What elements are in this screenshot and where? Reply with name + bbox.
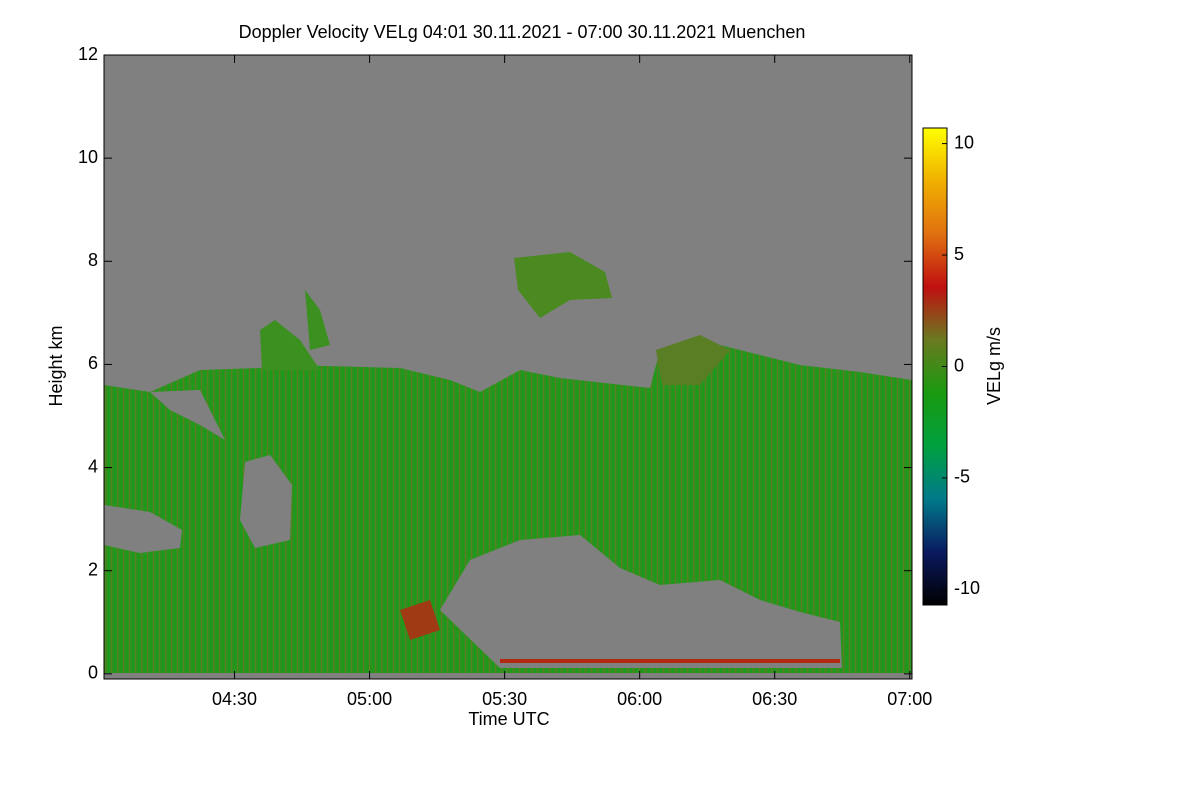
y-tick-label: 4 xyxy=(88,456,98,476)
chart-title: Doppler Velocity VELg 04:01 30.11.2021 -… xyxy=(239,22,806,42)
y-tick-label: 10 xyxy=(78,147,98,167)
colorbar-tick-label: 10 xyxy=(954,132,974,152)
colorbar-tick-label: 0 xyxy=(954,355,964,375)
y-tick-label: 12 xyxy=(78,44,98,64)
plot-frame xyxy=(103,54,913,680)
x-axis-label: Time UTC xyxy=(468,709,549,729)
x-tick-label: 05:30 xyxy=(482,689,527,709)
y-tick-label: 2 xyxy=(88,559,98,579)
colorbar-label: VELg m/s xyxy=(984,327,1004,405)
x-tick-label: 07:00 xyxy=(887,689,932,709)
y-tick-label: 8 xyxy=(88,250,98,270)
field xyxy=(104,55,912,679)
x-tick-label: 06:00 xyxy=(617,689,662,709)
x-tick-label: 04:30 xyxy=(212,689,257,709)
colorbar-tick-label: -5 xyxy=(954,467,970,487)
x-tick-label: 05:00 xyxy=(347,689,392,709)
colorbar-tick-label: -10 xyxy=(954,578,980,598)
y-tick-label: 6 xyxy=(88,353,98,373)
x-tick-label: 06:30 xyxy=(752,689,797,709)
colorbar-tick-label: 5 xyxy=(954,244,964,264)
y-tick-label: 0 xyxy=(88,663,98,683)
y-axis-label: Height km xyxy=(46,325,66,406)
